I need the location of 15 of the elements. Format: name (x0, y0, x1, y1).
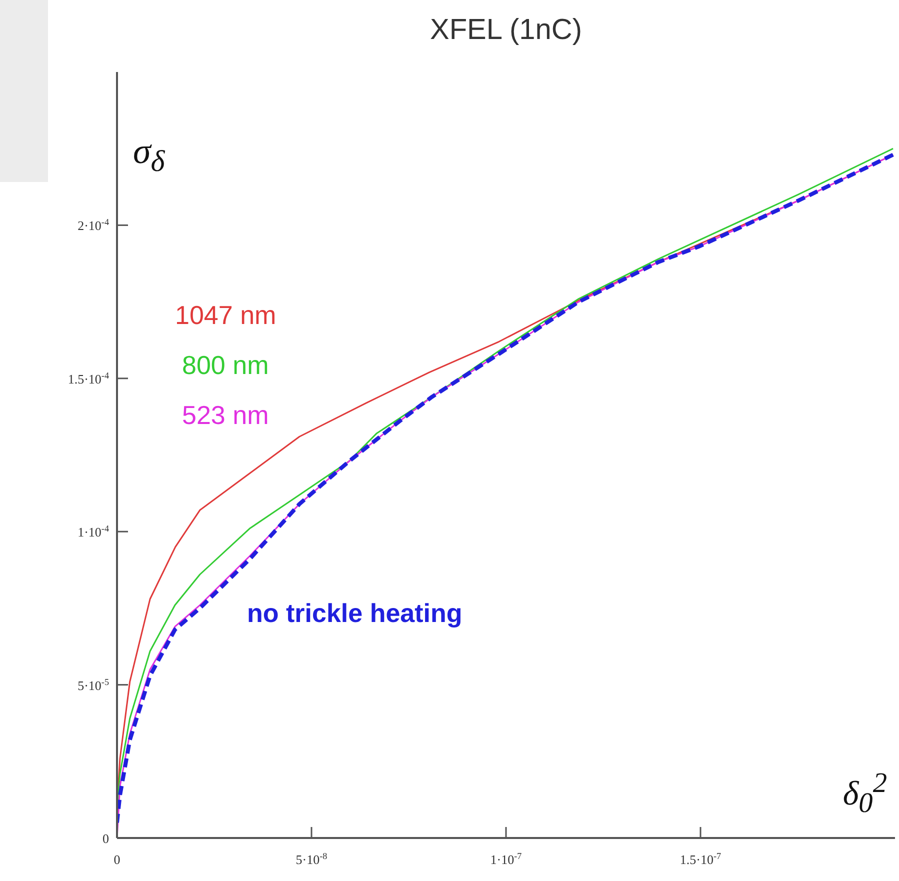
y-tick-label: 1·10$^{-4}$ (78, 524, 110, 540)
text: 800 nm (182, 350, 269, 381)
chart-title: XFEL (1nC) (428, 14, 584, 47)
y-axis-title: σ$_{δ}$ (133, 130, 165, 180)
y-tick-label: 5·10$^{-5}$ (78, 676, 110, 693)
x-tick-label: 1.5·10$^{-7}$ (680, 851, 722, 867)
y-tick-label: 0 (102, 831, 109, 846)
text: 523 nm (182, 400, 269, 431)
text: 1047 nm (175, 300, 276, 331)
x-tick-label: 5·10$^{-8}$ (296, 851, 328, 867)
series-label: no trickle heating (247, 598, 462, 629)
x-tick-label: 0 (114, 852, 120, 867)
x-tick-label: 1·10$^{-7}$ (490, 851, 522, 867)
y-tick-label: 1.5·10$^{-4}$ (68, 370, 110, 386)
y-tick-label: 2·10$^{-4}$ (78, 217, 110, 234)
